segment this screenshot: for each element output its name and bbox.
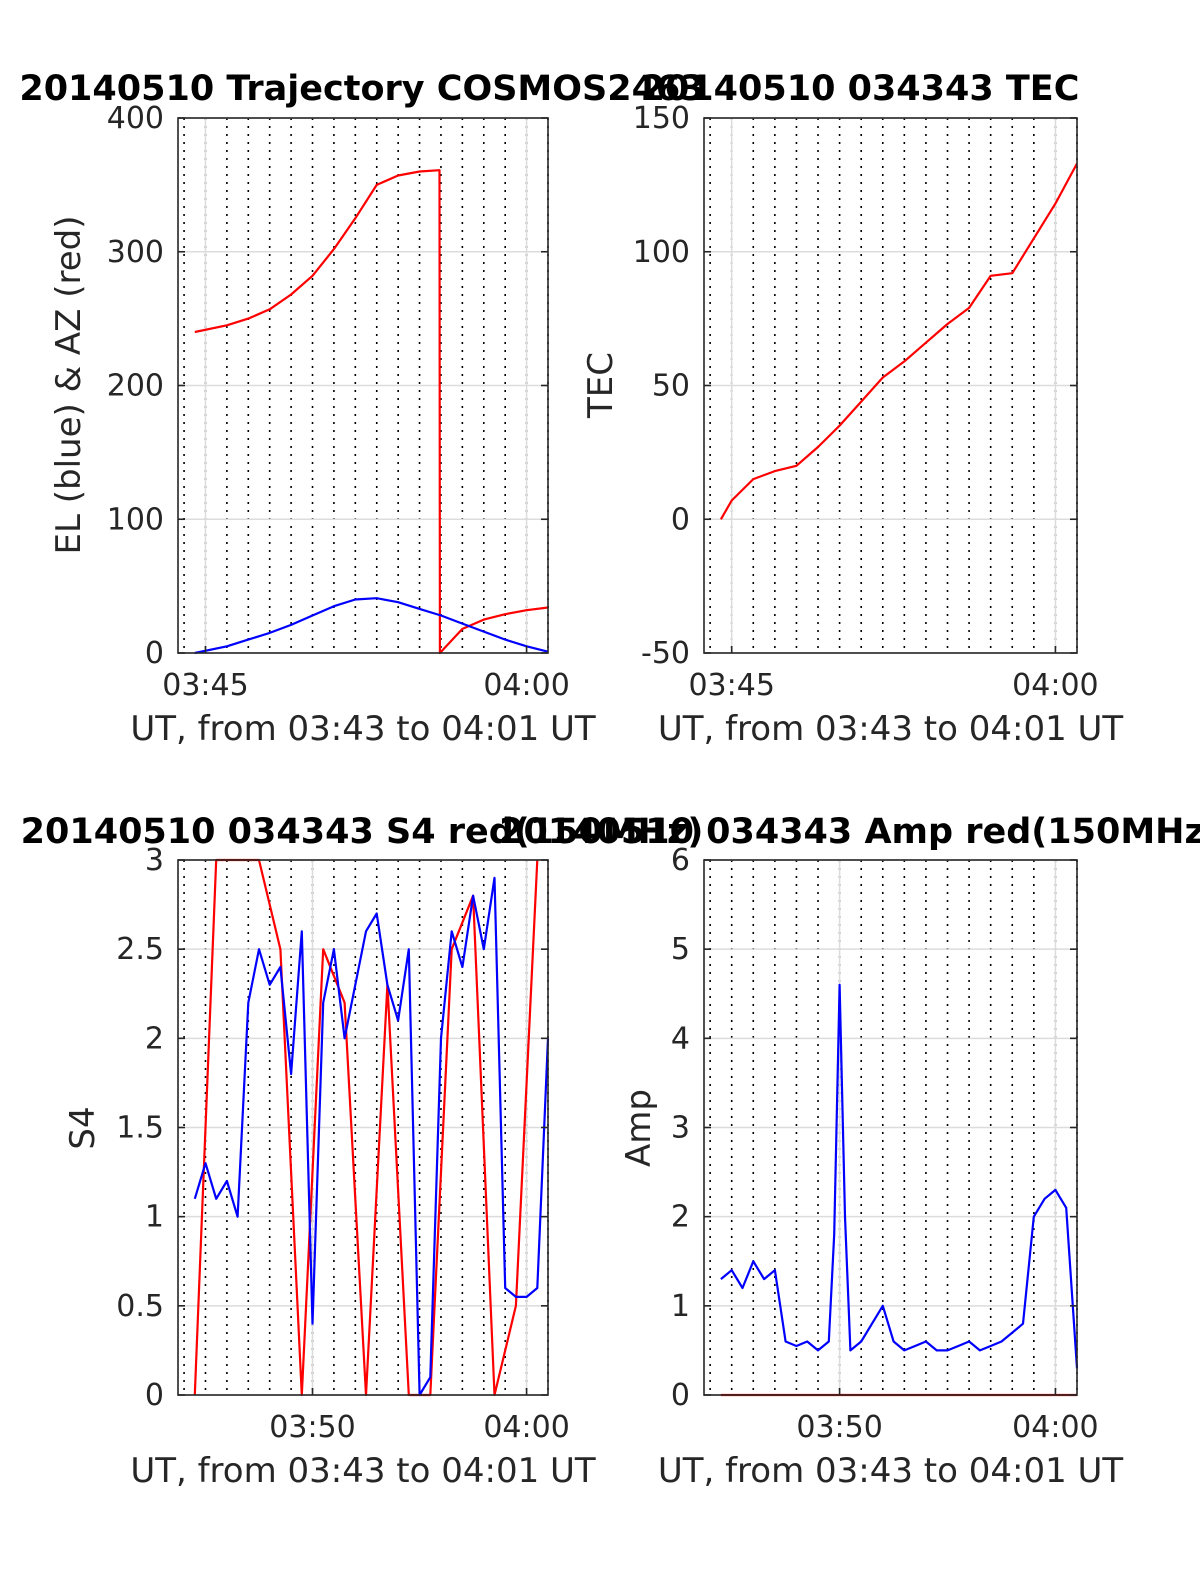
- chart-panel-2: -50 0 50 100 150 03:45 04:00 UT, from 03:43 to …: [581, 69, 1123, 749]
- series-blue-line: [194, 597, 549, 655]
- y-tick-label: 300: [107, 235, 164, 270]
- chart-title: 20140510 034343 TEC: [641, 69, 1080, 109]
- x-tick-label: 03:50: [269, 1410, 355, 1445]
- y-axis-label: TEC: [581, 352, 621, 419]
- x-tick-label: 03:50: [796, 1410, 882, 1445]
- x-tick-label: 04:00: [1012, 1410, 1098, 1445]
- y-axis-label: Amp: [619, 1089, 659, 1167]
- y-axis-label: S4: [63, 1106, 103, 1149]
- x-tick-label: 03:45: [688, 668, 774, 703]
- x-tick-label: 04:00: [483, 668, 569, 703]
- y-tick-label: -50: [641, 636, 690, 671]
- y-tick-label: 6: [671, 843, 690, 878]
- x-axis-label: UT, from 03:43 to 04:01 UT: [130, 1451, 596, 1491]
- y-tick-label: 0: [145, 636, 164, 671]
- x-tick-label: 04:00: [483, 1410, 569, 1445]
- y-tick-label: 5: [671, 932, 690, 967]
- y-tick-label: 0: [671, 502, 690, 537]
- series-red-line: [194, 169, 549, 655]
- chart-panel-4: 0 1 2 3 4 5 6 03:50 04:00 UT, from 03:43 to 04:01…: [499, 812, 1200, 1491]
- x-axis-label: UT, from 03:43 to 04:01 UT: [658, 1451, 1124, 1491]
- y-tick-label: 50: [652, 369, 690, 404]
- y-tick-label: 0: [145, 1378, 164, 1413]
- y-tick-label: 100: [633, 235, 690, 270]
- y-tick-label: 2: [145, 1021, 164, 1056]
- series-blue-line: [193, 876, 550, 1397]
- x-axis-label: UT, from 03:43 to 04:01 UT: [130, 709, 596, 749]
- y-tick-label: 0.5: [116, 1289, 164, 1324]
- chart-panel-3: 0 0.5 1 1.5 2 2.5 3 03:50 04:00 UT, from 03:43 to…: [21, 812, 704, 1491]
- y-axis-label: EL (blue) & AZ (red): [49, 215, 89, 554]
- x-tick-label: 04:00: [1012, 668, 1098, 703]
- y-tick-label: 1: [145, 1200, 164, 1235]
- chart-title: 20140510 Trajectory COSMOS2463: [19, 69, 704, 109]
- y-tick-label: 2.5: [116, 932, 164, 967]
- y-tick-label: 1: [671, 1289, 690, 1324]
- y-tick-label: 1.5: [116, 1111, 164, 1146]
- series-red-line: [719, 162, 1078, 520]
- y-tick-label: 2: [671, 1200, 690, 1235]
- series-blue-line: [720, 983, 1079, 1369]
- y-tick-label: 150: [633, 101, 690, 136]
- chart-title: 20140510 034343 S4 red(150MHz): [21, 812, 704, 852]
- y-tick-label: 0: [671, 1378, 690, 1413]
- x-tick-label: 03:45: [162, 668, 248, 703]
- y-tick-label: 4: [671, 1021, 690, 1056]
- chart-title: 20140510 034343 Amp red(150MHz): [499, 812, 1200, 852]
- x-axis-label: UT, from 03:43 to 04:01 UT: [658, 709, 1124, 749]
- y-tick-label: 3: [145, 843, 164, 878]
- y-tick-label: 200: [107, 369, 164, 404]
- y-tick-label: 3: [671, 1111, 690, 1146]
- y-tick-label: 100: [107, 502, 164, 537]
- y-tick-label: 400: [107, 101, 164, 136]
- chart-panel-1: 0 100 200 300 400 03:45 04:00 UT, from 03:43 to…: [19, 69, 704, 749]
